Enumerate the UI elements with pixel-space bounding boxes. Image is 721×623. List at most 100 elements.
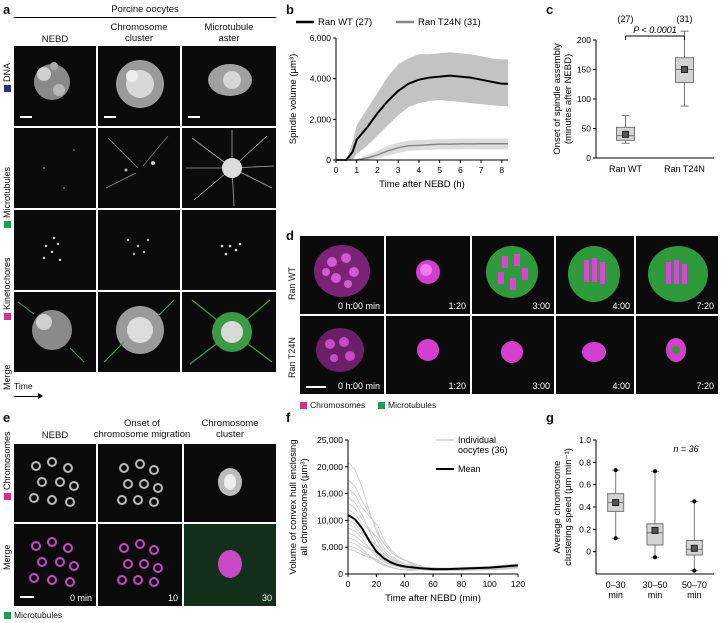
f-xtick-label-2: 40	[400, 579, 410, 589]
micrograph-dna-aster	[182, 46, 276, 126]
b-xtick-label-0: 0	[334, 165, 339, 175]
d-wt-t3: 4:00	[556, 236, 634, 314]
c-mean-0	[622, 130, 629, 138]
d-t24n-t1: 1:20	[386, 316, 470, 394]
c-cat-1: Ran T24N	[664, 164, 705, 174]
g-mean-0	[612, 499, 620, 507]
e-col-nebd: NEBD	[41, 430, 69, 441]
time-arrow-icon	[38, 393, 43, 399]
f-xtick-label-5: 100	[483, 579, 497, 589]
micrograph-kt-cluster	[98, 210, 180, 290]
row-ran-wt: Ran WT	[287, 266, 297, 300]
b-legend-text-0: Ran WT (27)	[318, 17, 372, 28]
d-wt-t2: 3:00	[472, 236, 554, 314]
g-ytick-label-1: 0.2	[579, 524, 591, 534]
panel-f-label: f	[286, 410, 291, 425]
panel-e-label: e	[3, 410, 11, 425]
b-xtick-label-6: 6	[458, 165, 463, 175]
g-ytick-label-2: 0.4	[579, 502, 591, 512]
g-cat-0: 0–30 min	[606, 580, 626, 600]
b-xtick-label-8: 8	[499, 165, 504, 175]
g-outlier-lo-2	[692, 568, 697, 573]
time-label: Time	[14, 381, 33, 391]
e-chromosomes-swatch	[4, 493, 12, 500]
d-t24n-time-3: 4:00	[612, 381, 630, 391]
e-legend: Microtubules	[4, 610, 62, 620]
d-t24n-t3: 4:00	[556, 316, 634, 394]
f-ytick-label-0: 0	[338, 569, 343, 579]
row-ran-t24n: Ran T24N	[287, 337, 297, 378]
e-chrom-onset	[98, 444, 182, 522]
chromosomes-swatch	[300, 402, 307, 410]
row-microtubules: Microtubules	[2, 167, 12, 228]
micrograph-merge-nebd	[14, 292, 96, 372]
e-chrom-cluster	[184, 444, 276, 522]
micrograph-merge-aster	[182, 292, 276, 372]
time-arrow-line	[14, 396, 40, 397]
e-time-0: 0 min	[69, 593, 92, 603]
d-wt-time-0: 0 h:00 min	[337, 301, 380, 311]
panel-d-label: d	[286, 228, 294, 243]
c-ytick-label-2: 100	[577, 94, 591, 104]
b-ytick-label-1: 2,000	[310, 114, 332, 124]
micrograph-dna-cluster	[98, 46, 180, 126]
f-ytick-label-4: 20,000	[317, 462, 343, 472]
panel-g-label: g	[546, 410, 554, 425]
f-individual-trace-7	[347, 519, 519, 570]
b-xtick-label-3: 3	[396, 165, 401, 175]
c-ylabel: Onset of spindle assembly(minutes after …	[552, 43, 574, 155]
f-xtick-label-6: 120	[511, 579, 525, 589]
col-microtubule-aster: Microtubule aster	[204, 22, 254, 44]
chart-f: 0 20 40 60 80 100 120 0 5,000 10,000 15,000 20,000 2…	[288, 435, 525, 604]
c-mean-1	[681, 66, 688, 73]
micrograph-kt-aster	[182, 210, 276, 290]
panel-b-label: b	[286, 2, 294, 17]
micrograph-mt-aster	[182, 128, 276, 208]
d-t24n-time-0: 0 h:00 min	[337, 381, 380, 391]
b-xlabel: Time after NEBD (h)	[379, 179, 465, 190]
b-band-0	[336, 52, 508, 160]
d-t24n-t2: 3:00	[472, 316, 554, 394]
g-mean-2	[690, 544, 698, 552]
g-outlier-lo-0	[613, 536, 618, 541]
chart-b: Ran WT (27) Ran T24N (31) 0 1 2 3 4 5 6 7 8 0 2,000…	[288, 17, 508, 190]
row-kinetochores: Kinetochores	[2, 257, 12, 320]
d-legend: Chromosomes Microtubules	[300, 400, 436, 410]
f-xtick-label-1: 20	[372, 579, 382, 589]
d-wt-t0: 0 h:00 min	[300, 236, 384, 314]
e-merge-onset: 10	[98, 524, 182, 606]
e-merge-cluster: 30	[184, 524, 276, 606]
g-ytick-label-4: 0.8	[579, 457, 591, 467]
c-ytick-label-1: 50	[582, 124, 592, 134]
c-ytick-label-0: 0	[586, 153, 591, 163]
g-outlier-hi-2	[692, 499, 697, 504]
e-time-1: 10	[167, 593, 178, 603]
row-dna: DNA	[2, 63, 12, 92]
e-microtubules-swatch	[4, 612, 11, 620]
b-xtick-label-4: 4	[417, 165, 422, 175]
g-ylabel: Average chromosomeclustering speed (μm m…	[552, 448, 574, 566]
b-legend-text-1: Ran T24N (31)	[418, 17, 481, 28]
micrograph-mt-cluster	[98, 128, 180, 208]
b-xtick-label-1: 1	[354, 165, 359, 175]
d-wt-time-3: 4:00	[612, 301, 630, 311]
b-ytick-label-3: 6,000	[310, 33, 332, 43]
e-merge-nebd: 0 min	[14, 524, 96, 606]
c-ytick-label-4: 200	[577, 35, 591, 45]
f-ytick-label-3: 15,000	[317, 489, 343, 499]
title-rule	[14, 17, 276, 18]
e-row-chromosomes: Chromosomes	[2, 431, 12, 500]
f-ytick-label-2: 10,000	[317, 515, 343, 525]
g-ytick-label-5: 1.0	[579, 435, 591, 445]
col-chromosome-cluster: Chromosome cluster	[110, 22, 168, 44]
chart-g: 0–30 min 30–50 min 50–70 min 0 0.2 0.4 0.6 0.8 1.0 A…	[552, 435, 714, 600]
g-mean-1	[651, 526, 659, 534]
f-ytick-label-1: 5,000	[322, 542, 344, 552]
f-ylabel: Volume of convex hull enclosingall chrom…	[288, 439, 310, 574]
e-col-onset: Onset of chromosome migration	[93, 418, 191, 440]
e-row-merge: Merge	[2, 544, 12, 570]
c-count-0: (27)	[617, 14, 633, 24]
f-individual-trace-0	[347, 461, 519, 572]
c-pvalue: P < 0.0001	[633, 25, 676, 35]
